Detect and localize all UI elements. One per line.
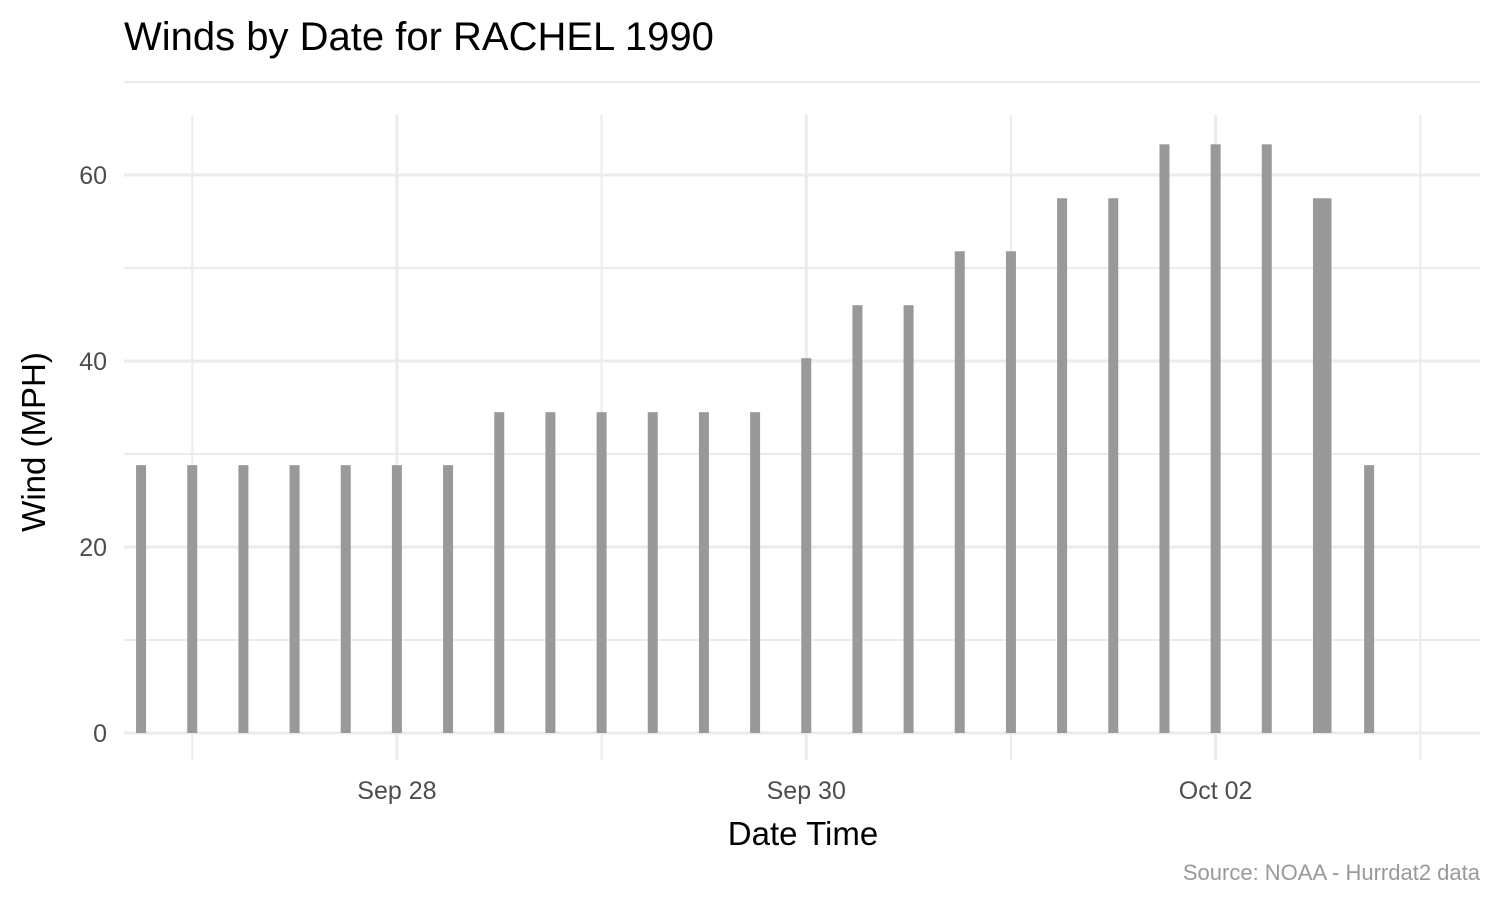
wind-bar xyxy=(1005,251,1016,733)
x-tick-label: Sep 28 xyxy=(357,777,436,805)
y-axis-ticks: 0 20 40 60 xyxy=(79,162,107,748)
y-tick-label: 60 xyxy=(79,162,107,190)
wind-bar xyxy=(1321,198,1332,733)
wind-bar xyxy=(954,251,965,733)
wind-bar xyxy=(903,305,914,733)
wind-bar xyxy=(698,412,709,733)
wind-bar xyxy=(750,412,761,733)
wind-bar xyxy=(494,412,505,733)
wind-bar xyxy=(1364,465,1375,733)
bars xyxy=(136,144,1375,733)
wind-bar xyxy=(647,412,658,733)
wind-bar xyxy=(443,465,454,733)
wind-bar xyxy=(596,412,607,733)
wind-bar xyxy=(187,465,198,733)
y-tick-label: 40 xyxy=(79,348,107,376)
wind-bar xyxy=(391,465,402,733)
wind-bar xyxy=(1210,144,1221,733)
y-tick-label: 0 xyxy=(93,720,107,748)
wind-bar xyxy=(340,465,351,733)
wind-bar xyxy=(136,465,147,733)
wind-bar xyxy=(801,358,812,733)
wind-bar xyxy=(1108,198,1119,733)
wind-bar xyxy=(1312,198,1323,733)
wind-bar xyxy=(1159,144,1170,733)
wind-bar xyxy=(1261,144,1272,733)
wind-bar xyxy=(289,465,300,733)
wind-bar xyxy=(545,412,556,733)
wind-bar xyxy=(238,465,249,733)
y-tick-label: 20 xyxy=(79,534,107,562)
chart-title: Winds by Date for RACHEL 1990 xyxy=(124,15,714,59)
x-tick-label: Sep 30 xyxy=(767,777,846,805)
source-caption: Source: NOAA - Hurrdat2 data xyxy=(1183,860,1481,885)
x-axis-ticks: Sep 28 Sep 30 Oct 02 xyxy=(357,777,1252,805)
x-axis-title: Date Time xyxy=(728,815,878,852)
wind-bar xyxy=(852,305,863,733)
x-tick-label: Oct 02 xyxy=(1179,777,1253,805)
wind-bar xyxy=(1057,198,1068,733)
y-axis-title: Wind (MPH) xyxy=(15,352,52,532)
